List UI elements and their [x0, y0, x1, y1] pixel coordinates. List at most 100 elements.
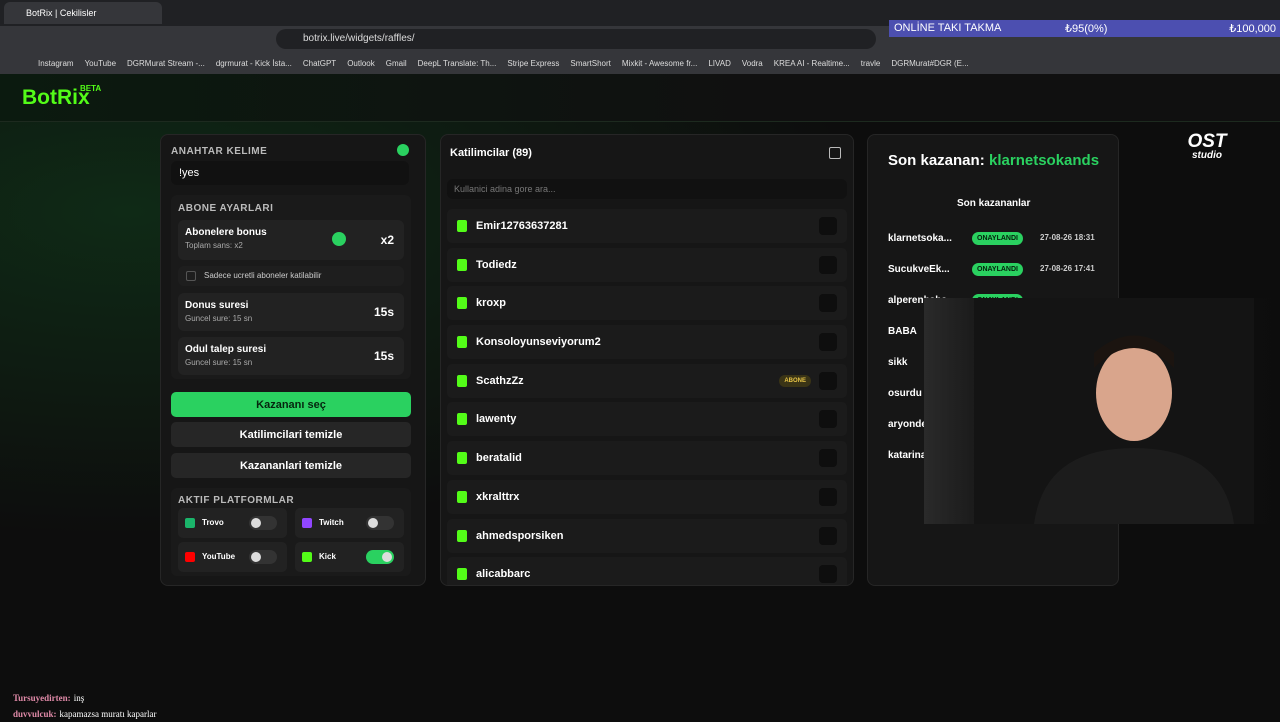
- participant-row: alicabbarc: [447, 557, 847, 585]
- winner-row: aryonde: [878, 409, 1110, 440]
- paid-only-label: Sadece ucretli aboneler katilabilir: [204, 271, 322, 280]
- bookmark[interactable]: DGRMurat Stream -...: [127, 58, 205, 68]
- platform-name: Kick: [319, 552, 336, 561]
- delete-button[interactable]: [819, 565, 837, 584]
- tab-bar: BotRix | Cekilisler ONLİNE TAKI TAKMA ₺9…: [0, 0, 1280, 37]
- toggle-knob: [251, 552, 261, 562]
- bookmark[interactable]: Instagram: [38, 58, 74, 68]
- delete-button[interactable]: [819, 410, 837, 429]
- winner-row: klarnetsoka... ONAYLANDI 27-08-26 18:31: [878, 223, 1110, 254]
- chat-text: inş: [73, 693, 85, 703]
- kick-icon: [457, 529, 467, 542]
- toggle-knob: [368, 518, 378, 528]
- toggle-switch[interactable]: [249, 516, 277, 530]
- delete-button[interactable]: [819, 487, 837, 506]
- platform-toggle: Kick: [295, 542, 404, 572]
- delete-button[interactable]: [819, 449, 837, 468]
- bookmarks-bar: Instagram YouTube DGRMurat Stream -... dgrm…: [0, 52, 1280, 74]
- bookmark[interactable]: Outlook: [347, 58, 375, 68]
- keyword-input[interactable]: !yes: [171, 161, 409, 185]
- bookmark[interactable]: ChatGPT: [302, 58, 337, 68]
- tab[interactable]: BotRix | Cekilisler: [4, 2, 162, 24]
- bookmark[interactable]: Stripe Express: [507, 58, 560, 68]
- bookmark[interactable]: Vodra: [741, 58, 763, 68]
- bookmark[interactable]: DGRMurat#DGR (E...: [891, 58, 969, 68]
- winner-name: osurdu: [888, 388, 922, 399]
- keyword-label: ANAHTAR KELIME: [171, 146, 268, 157]
- platform-icon: [302, 518, 312, 528]
- status-pill: ONAYLANDI: [972, 263, 1023, 276]
- winner-name: BABA: [888, 326, 917, 337]
- webcam: [924, 298, 1280, 524]
- participants-title: Katilimcilar (89): [450, 147, 532, 159]
- claim-select[interactable]: 15s: [373, 349, 394, 363]
- platform-toggle: Twitch: [295, 508, 404, 538]
- bookmark[interactable]: travle: [860, 58, 881, 68]
- participant-name: ahmedsporsiken: [476, 529, 564, 542]
- bookmark[interactable]: LIVAD: [708, 58, 731, 68]
- platform-icon: [302, 552, 312, 562]
- winner-row: BABA: [878, 316, 1110, 347]
- bookmark[interactable]: YouTube: [84, 58, 117, 68]
- bookmark[interactable]: Gmail: [385, 58, 407, 68]
- platform-name: YouTube: [202, 552, 236, 561]
- delete-button[interactable]: [819, 333, 837, 352]
- delete-button[interactable]: [819, 294, 837, 313]
- winner-row: sikk: [878, 347, 1110, 378]
- kick-icon: [457, 490, 467, 503]
- kick-icon: [457, 452, 467, 465]
- copy-button[interactable]: [829, 147, 841, 159]
- bookmark[interactable]: Mixkit - Awesome fr...: [621, 58, 698, 68]
- winner-name: alperenbaba: [888, 295, 947, 306]
- participant-name: Emir12763637281: [476, 220, 568, 232]
- bonus-label: Abonelere bonus: [185, 227, 267, 238]
- platform-name: Twitch: [319, 518, 344, 527]
- chat-text: kapamazsa muratı kaparlar: [59, 709, 157, 719]
- participant-name: lawenty: [476, 413, 517, 426]
- delete-button[interactable]: [819, 371, 837, 390]
- participant-row: ahmedsporsiken: [447, 518, 847, 553]
- pick-winner-button[interactable]: Kazananı seç: [171, 392, 411, 417]
- return-label: Donus suresi: [185, 300, 249, 311]
- search-input[interactable]: Kullanici adina gore ara...: [447, 179, 847, 199]
- bookmark[interactable]: DeepL Translate: Th...: [417, 58, 497, 68]
- bookmark[interactable]: dgrmurat - Kick İsta...: [215, 58, 292, 68]
- return-select[interactable]: 15s: [373, 305, 394, 319]
- winner-name: klarnetsoka...: [888, 233, 952, 244]
- winner-row: katarina: [878, 440, 1110, 471]
- bookmark[interactable]: SmartShort: [570, 58, 611, 68]
- studio-logo: OST studio: [1183, 132, 1231, 167]
- clear-winners-button[interactable]: Kazananlari temizle: [171, 453, 411, 478]
- info-icon[interactable]: [397, 144, 409, 156]
- participant-name: alicabbarc: [476, 568, 531, 581]
- toggle-switch[interactable]: [366, 550, 394, 564]
- toggle-switch[interactable]: [249, 550, 277, 564]
- url[interactable]: botrix.live/widgets/raffles/: [276, 29, 876, 49]
- clear-participants-button[interactable]: Katilimcilari temizle: [171, 422, 411, 447]
- participant-name: Todiedz: [476, 258, 517, 271]
- toggle-switch[interactable]: [366, 516, 394, 530]
- winner-name: SucukveEk...: [888, 264, 950, 275]
- donation-goal: ONLİNE TAKI TAKMA ₺95(0%) ₺100,000: [889, 20, 1280, 37]
- goal-current: ₺95(0%): [1065, 23, 1108, 35]
- bonus-select[interactable]: x2: [380, 233, 394, 247]
- participant-row: Konsoloyunseviyorum2: [447, 325, 847, 360]
- checkbox[interactable]: [186, 271, 196, 281]
- delete-button[interactable]: [819, 255, 837, 274]
- paid-only-row[interactable]: Sadece ucretli aboneler katilabilir: [178, 266, 404, 286]
- participants-panel: Katilimcilar (89) Kullanici adina gore a…: [440, 134, 854, 586]
- delete-button[interactable]: [819, 217, 837, 235]
- platform-icon: [185, 552, 195, 562]
- studio-logo-sub: studio: [1192, 150, 1222, 161]
- winner-row: SucukveEk... ONAYLANDI 27-08-26 17:41: [878, 254, 1110, 285]
- logo[interactable]: BotRix: [22, 86, 90, 109]
- info-icon[interactable]: [332, 232, 346, 246]
- delete-button[interactable]: [819, 526, 837, 545]
- kick-icon: [457, 568, 467, 581]
- participant-name: Konsoloyunseviyorum2: [476, 336, 601, 349]
- winner-name: sikk: [888, 357, 908, 368]
- bookmark[interactable]: KREA AI - Realtime...: [773, 58, 850, 68]
- participant-row: xkralttrx: [447, 479, 847, 514]
- last-winner-name: klarnetsokands: [989, 152, 1100, 169]
